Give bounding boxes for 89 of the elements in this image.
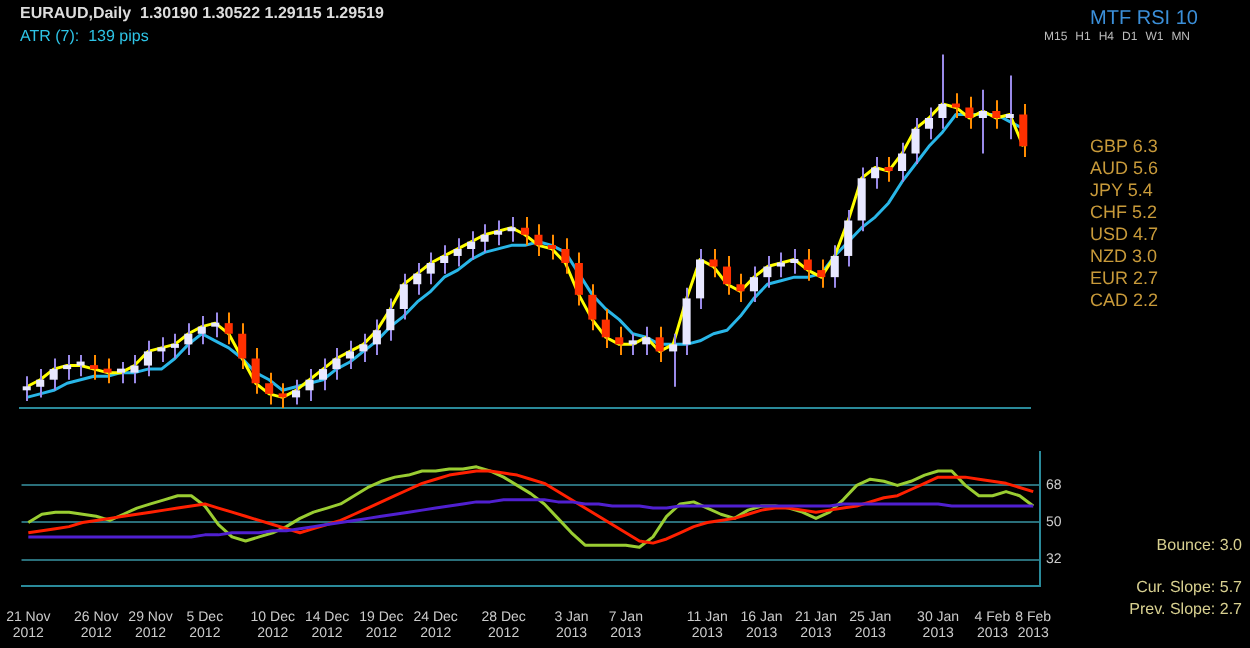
candlestick: [507, 216, 516, 243]
candlestick: [547, 233, 556, 261]
candlestick: [170, 332, 179, 360]
candlestick: [318, 357, 328, 392]
candlestick: [561, 237, 570, 275]
candlestick: [440, 244, 449, 275]
candlestick: [884, 155, 893, 183]
candlestick: [467, 230, 476, 261]
candlestick: [951, 92, 960, 120]
candlestick: [978, 88, 987, 155]
candlestick: [278, 382, 287, 409]
candlestick: [103, 357, 112, 385]
candlestick: [696, 247, 705, 310]
candlestick: [682, 286, 691, 356]
candlestick: [184, 322, 193, 356]
candlestick: [494, 219, 503, 247]
candlestick: [669, 332, 678, 388]
text: Prev. Slope: 2.7: [1127, 598, 1242, 620]
candlestick: [601, 307, 610, 349]
candlestick: [709, 247, 718, 279]
candlestick: [399, 272, 408, 321]
candlestick: [332, 346, 341, 381]
candlestick: [359, 332, 368, 364]
candlestick: [413, 262, 422, 296]
candlestick: [763, 254, 772, 289]
candlestick: [130, 353, 139, 385]
candlestick: [911, 117, 920, 166]
candlestick: [1019, 102, 1028, 158]
candlestick: [992, 99, 1001, 130]
candlestick: [224, 311, 233, 346]
candlestick: [588, 283, 597, 332]
text: Bounce: 3.0: [1154, 534, 1242, 556]
candlestick: [36, 368, 45, 399]
candlestick: [965, 95, 974, 130]
text: USD 4.7: [1090, 224, 1159, 244]
candlestick: [642, 325, 651, 356]
text: CHF 5.2: [1090, 202, 1158, 222]
text: Cur. Slope: 5.7: [1134, 576, 1242, 598]
candlestick: [63, 353, 72, 381]
candlestick: [90, 353, 99, 381]
text: MTF RSI 10: [1088, 8, 1200, 30]
candlestick: [924, 106, 934, 141]
candlestick: [736, 272, 745, 303]
candlestick: [480, 223, 489, 254]
text: GBP 6.3: [1090, 136, 1158, 156]
candlestick: [292, 378, 301, 406]
candlestick: [76, 353, 85, 378]
candlestick: [803, 247, 812, 282]
candlestick: [372, 318, 381, 356]
candlestick: [211, 311, 220, 339]
candlestick: [426, 251, 435, 286]
candlestick: [1005, 74, 1014, 141]
candlestick: [345, 339, 354, 371]
candlestick: [871, 155, 880, 190]
candlestick: [722, 254, 732, 296]
chart-subtitle: ATR (7): 139 pips: [20, 27, 149, 46]
candlestick: [628, 332, 637, 356]
candlestick: [305, 368, 314, 402]
text: EUR 2.7: [1090, 268, 1159, 288]
candlestick: [197, 315, 206, 346]
candlestick: [157, 336, 166, 364]
candlestick: [615, 325, 624, 356]
candlestick: [386, 297, 395, 342]
candlestick: [534, 223, 543, 257]
text: CAD 2.2: [1090, 290, 1159, 310]
candlestick: [790, 247, 799, 275]
candlestick: [251, 346, 260, 395]
candlestick: [520, 216, 530, 247]
candlestick: [749, 265, 758, 303]
candlestick: [22, 375, 31, 402]
candlestick: [116, 361, 126, 385]
candlestick: [238, 322, 247, 371]
candlestick: [574, 251, 583, 307]
candlestick: [938, 53, 947, 130]
candlestick: [143, 339, 152, 378]
candlestick: [265, 371, 274, 406]
candlestick: [49, 357, 58, 392]
text: AUD 5.6: [1090, 158, 1159, 178]
candlestick: [817, 258, 826, 289]
candlestick: [453, 237, 462, 268]
candlestick: [898, 141, 907, 183]
candlestick: [830, 244, 839, 289]
candlestick: [857, 166, 866, 233]
candlestick: [844, 208, 853, 268]
text: JPY 5.4: [1090, 180, 1153, 200]
candlestick: [655, 325, 664, 364]
candlestick: [776, 251, 785, 279]
chart-title: EURAUD,Daily 1.30190 1.30522 1.29115 1.29519: [20, 4, 385, 23]
text: NZD 3.0: [1090, 246, 1158, 266]
